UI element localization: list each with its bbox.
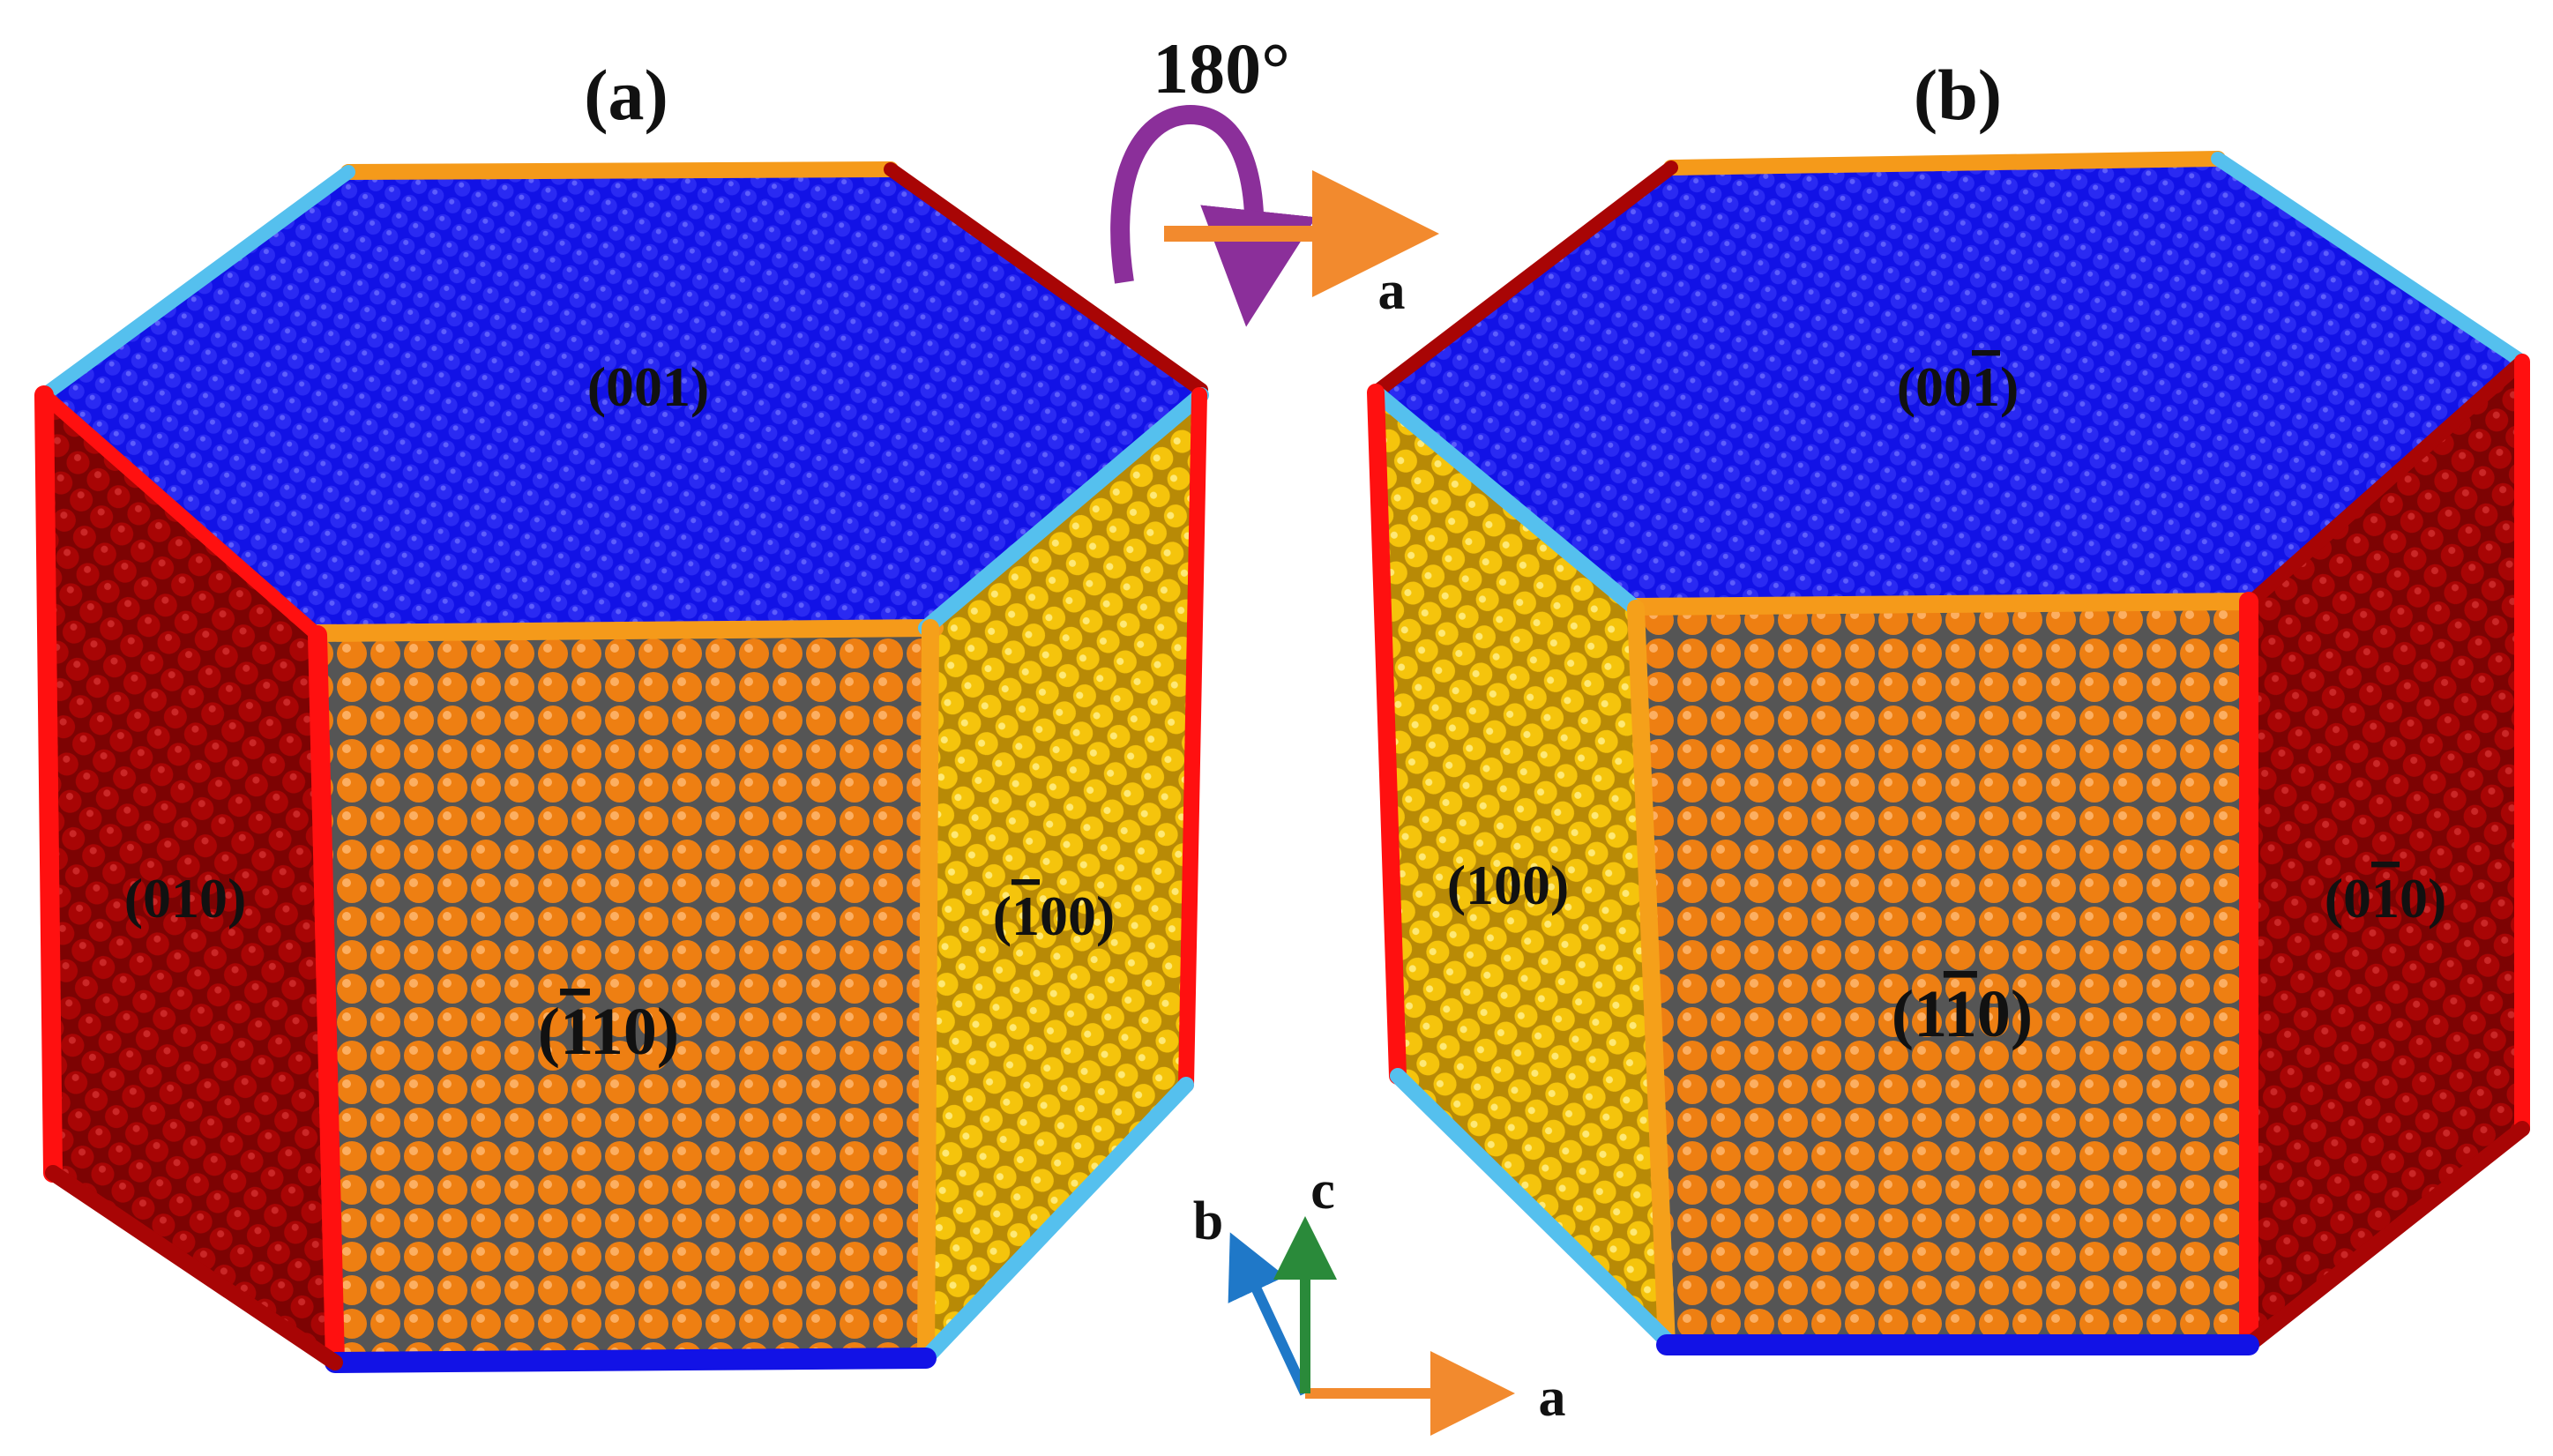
crystal-a-edge-top-right-back xyxy=(884,162,1208,397)
axis-c-label: c xyxy=(1310,1161,1335,1221)
crystal-a-edge-top-left-back xyxy=(37,165,355,402)
crystal-b-edge-top-right-front xyxy=(2242,355,2529,611)
crystal-b-top-face xyxy=(1376,159,2522,609)
crystal-b-left-face xyxy=(1376,392,1667,1332)
crystal-a-right-face xyxy=(917,395,1199,1354)
crystal-b-edge-left-bottom xyxy=(1390,1068,1675,1348)
crystal-a-edge-left-bottom xyxy=(45,1165,343,1370)
crystal-a-edge-right-back xyxy=(1178,387,1207,1093)
crystal-a-left-face xyxy=(44,395,335,1363)
crystal-a-edge-front-left xyxy=(308,625,345,1372)
rotation-angle-label: 180° xyxy=(1153,28,1290,108)
crystal-b-edge-top-left-front xyxy=(1368,385,1644,616)
crystal-b-edge-top-back xyxy=(1663,151,2226,175)
face-a-left-label: (010) xyxy=(124,867,247,930)
rotation-axis-label: a xyxy=(1378,261,1406,321)
crystal-b xyxy=(1367,151,2530,1355)
face-b-front-label: (110) xyxy=(1892,977,2033,1051)
crystal-b-front-face xyxy=(1636,600,2249,1345)
crystal-a-edge-front-right xyxy=(917,619,939,1367)
panel-b-label: (b) xyxy=(1914,55,2002,135)
crystal-b-edge-top-right-back xyxy=(2211,152,2529,369)
crystal-a-front-face xyxy=(317,628,935,1363)
face-b-left-label: (100) xyxy=(1447,854,1570,916)
crystal-b-edge-front-left xyxy=(1627,600,1676,1354)
coordinate-axes: a b c xyxy=(1193,1161,1566,1436)
crystal-b-right-face xyxy=(2249,362,2522,1345)
crystal-b-edge-right-bottom xyxy=(2241,1121,2530,1353)
axis-b-label: b xyxy=(1193,1191,1223,1251)
face-a-front-label: (110) xyxy=(538,995,679,1069)
crystal-b-edge-top-front xyxy=(1627,593,2258,616)
crystal-a-edge-bottom-front xyxy=(325,1348,937,1373)
rotation-arc xyxy=(1110,104,1317,327)
crystal-b-edge-left-back xyxy=(1367,384,1407,1085)
axis-b-arrow xyxy=(1228,1232,1310,1396)
crystal-a-edge-top-right-front xyxy=(918,387,1209,636)
panel-a-label: (a) xyxy=(584,55,668,135)
crystal-a-edge-top-front xyxy=(309,619,944,642)
crystal-a-edge-top-back xyxy=(340,161,899,180)
crystal-a-top-face xyxy=(44,169,1201,635)
crystal-a xyxy=(34,161,1209,1373)
axis-a-label: a xyxy=(1539,1368,1566,1428)
crystal-a-edge-top-left-front xyxy=(37,388,325,642)
crystal-b-edge-top-left-back xyxy=(1369,161,1678,399)
crystal-a-edge-left-back xyxy=(34,385,63,1183)
face-b-right-label: (010) xyxy=(2325,867,2447,930)
face-a-top-label: (001) xyxy=(587,355,710,418)
face-b-top-label: (001) xyxy=(1897,355,2019,418)
rotation-symbol: 180° a xyxy=(1110,28,1439,327)
face-a-right-label: (100) xyxy=(993,885,1116,947)
crystal-a-edge-right-bottom xyxy=(918,1077,1194,1366)
